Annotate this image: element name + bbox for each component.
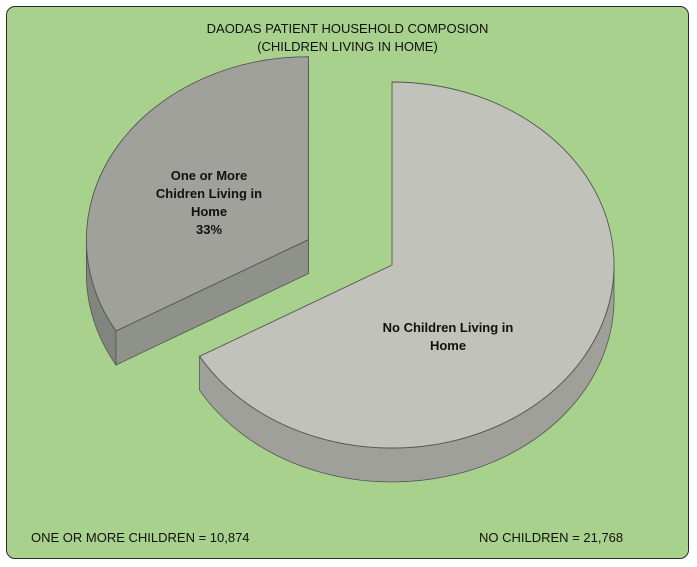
pie-slice-2 (85, 56, 309, 367)
pie-slice-label-line: Home (191, 204, 227, 219)
pie-slice-label-1: No Children Living in Home (383, 320, 514, 353)
footer-one-or-more-children: ONE OR MORE CHILDREN = 10,874 (31, 530, 250, 545)
pie-slice-1 (198, 81, 615, 483)
chart-area: DAODAS PATIENT HOUSEHOLD COMPOSION (CHIL… (6, 6, 689, 559)
pie-slice-label-2: One or More Chidren Living in Home 33% (156, 168, 262, 237)
chart-title: DAODAS PATIENT HOUSEHOLD COMPOSION (206, 21, 489, 36)
pie-slice-label-line: Home (430, 338, 466, 353)
footer-no-children: NO CHILDREN = 21,768 (479, 530, 624, 545)
pie-slice-top-1 (198, 81, 615, 449)
pie-slice-label-line: 33% (196, 222, 222, 237)
pie-slice-top-2 (86, 56, 309, 332)
chart-subtitle: (CHILDREN LIVING IN HOME) (257, 39, 438, 54)
pie-slice-label-line: Chidren Living in (156, 186, 262, 201)
pie-chart: No Children Living in Home One or More Chid… (85, 56, 615, 483)
pie-slice-label-line: One or More (171, 168, 248, 183)
pie-slice-label-line: No Children Living in (383, 320, 514, 335)
